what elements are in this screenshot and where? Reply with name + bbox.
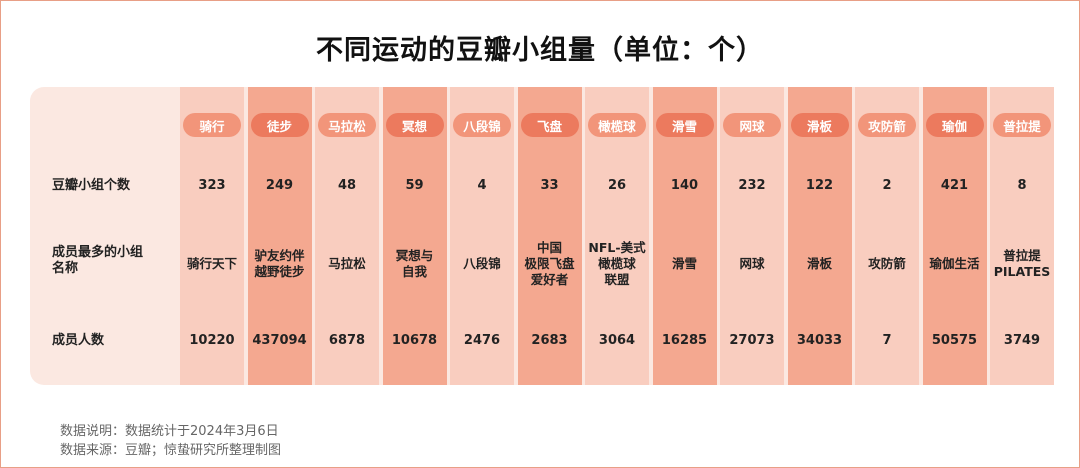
sport-header-badge: 滑板 bbox=[790, 113, 849, 137]
sport-column: 骑行 323 骑行天下 10220 bbox=[180, 87, 244, 385]
largest-group-name-cell: 马拉松 bbox=[328, 256, 366, 271]
group-count-cell: 26 bbox=[607, 178, 627, 193]
group-count-cell: 323 bbox=[198, 178, 226, 193]
sport-header-badge: 马拉松 bbox=[318, 113, 376, 137]
member-count-cell: 10220 bbox=[189, 333, 235, 348]
sport-header-badge: 徒步 bbox=[250, 113, 309, 137]
sport-header-badge: 瑜伽 bbox=[925, 113, 984, 137]
row-label-members: 成员人数 bbox=[52, 333, 105, 348]
largest-group-name-cell: 滑板 bbox=[806, 256, 832, 271]
data-source: 数据来源：豆瓣；惊蛰研究所整理制图 bbox=[60, 443, 282, 458]
sport-header-badge: 八段锦 bbox=[453, 113, 511, 137]
row-label-largest-group: 成员最多的小组 名称 bbox=[52, 245, 144, 276]
sport-column: 滑雪 140 滑雪 16285 bbox=[652, 87, 717, 385]
member-count-cell: 50575 bbox=[931, 333, 978, 348]
largest-group-name-cell: NFL-美式 橄榄球 联盟 bbox=[588, 240, 646, 287]
largest-group-name-cell: 中国 极限飞盘 爱好者 bbox=[524, 240, 575, 287]
sport-column: 徒步 249 驴友约伴 越野徒步 437094 bbox=[247, 87, 312, 385]
group-count-cell: 59 bbox=[405, 178, 424, 193]
page-title: 不同运动的豆瓣小组量（单位：个） bbox=[316, 35, 764, 66]
largest-group-name-cell: 冥想与 自我 bbox=[395, 248, 434, 279]
largest-group-name-cell: 瑜伽生活 bbox=[929, 256, 980, 271]
largest-group-name-cell: 骑行天下 bbox=[186, 256, 237, 271]
group-count-cell: 232 bbox=[738, 178, 766, 193]
member-count-cell: 7 bbox=[882, 333, 892, 348]
sport-column: 攻防箭 2 攻防箭 7 bbox=[855, 87, 919, 385]
group-count-cell: 122 bbox=[805, 178, 834, 193]
group-count-cell: 33 bbox=[540, 178, 559, 193]
sport-column: 网球 232 网球 27073 bbox=[720, 87, 784, 385]
group-count-cell: 140 bbox=[670, 178, 699, 193]
sport-header-badge: 普拉提 bbox=[993, 113, 1051, 137]
largest-group-name-cell: 驴友约伴 越野徒步 bbox=[254, 248, 305, 279]
row-label-groups: 豆瓣小组个数 bbox=[52, 178, 131, 193]
sport-header-badge: 橄榄球 bbox=[588, 113, 646, 137]
largest-group-name-cell: 滑雪 bbox=[671, 256, 697, 271]
group-count-cell: 48 bbox=[337, 178, 357, 193]
sport-column: 八段锦 4 八段锦 2476 bbox=[450, 87, 514, 385]
sport-column: 滑板 122 滑板 34033 bbox=[787, 87, 852, 385]
member-count-cell: 2683 bbox=[531, 333, 568, 348]
sport-column: 橄榄球 26 NFL-美式 橄榄球 联盟 3064 bbox=[585, 87, 649, 385]
member-count-cell: 3749 bbox=[1003, 333, 1041, 348]
sport-column: 瑜伽 421 瑜伽生活 50575 bbox=[922, 87, 987, 385]
largest-group-name-cell: 八段锦 bbox=[463, 256, 501, 271]
group-count-cell: 421 bbox=[940, 178, 969, 193]
sport-column: 普拉提 8 普拉提 PILATES 3749 bbox=[990, 87, 1054, 385]
group-count-cell: 8 bbox=[1017, 178, 1027, 193]
sport-header-badge: 飞盘 bbox=[520, 113, 579, 137]
largest-group-name-cell: 普拉提 PILATES bbox=[993, 248, 1051, 279]
member-count-cell: 16285 bbox=[661, 333, 708, 348]
member-count-cell: 34033 bbox=[796, 333, 843, 348]
sport-header-badge: 冥想 bbox=[385, 113, 444, 137]
sport-header-badge: 骑行 bbox=[183, 113, 241, 137]
sport-header-badge: 滑雪 bbox=[655, 113, 714, 137]
sport-column: 飞盘 33 中国 极限飞盘 爱好者 2683 bbox=[517, 87, 582, 385]
group-count-cell: 249 bbox=[265, 178, 294, 193]
data-note: 数据说明：数据统计于2024年3月6日 bbox=[60, 424, 279, 439]
sport-header-badge: 网球 bbox=[723, 113, 781, 137]
group-count-cell: 4 bbox=[477, 178, 487, 193]
sport-header-badge: 攻防箭 bbox=[858, 113, 916, 137]
largest-group-name-cell: 攻防箭 bbox=[868, 256, 906, 271]
member-count-cell: 10678 bbox=[391, 333, 438, 348]
sport-column: 马拉松 48 马拉松 6878 bbox=[315, 87, 379, 385]
largest-group-name-cell: 网球 bbox=[739, 256, 765, 271]
member-count-cell: 2476 bbox=[463, 333, 501, 348]
member-count-cell: 27073 bbox=[729, 333, 775, 348]
member-count-cell: 6878 bbox=[328, 333, 366, 348]
sport-column: 冥想 59 冥想与 自我 10678 bbox=[382, 87, 447, 385]
member-count-cell: 437094 bbox=[252, 333, 307, 348]
group-count-cell: 2 bbox=[882, 178, 892, 193]
member-count-cell: 3064 bbox=[598, 333, 636, 348]
